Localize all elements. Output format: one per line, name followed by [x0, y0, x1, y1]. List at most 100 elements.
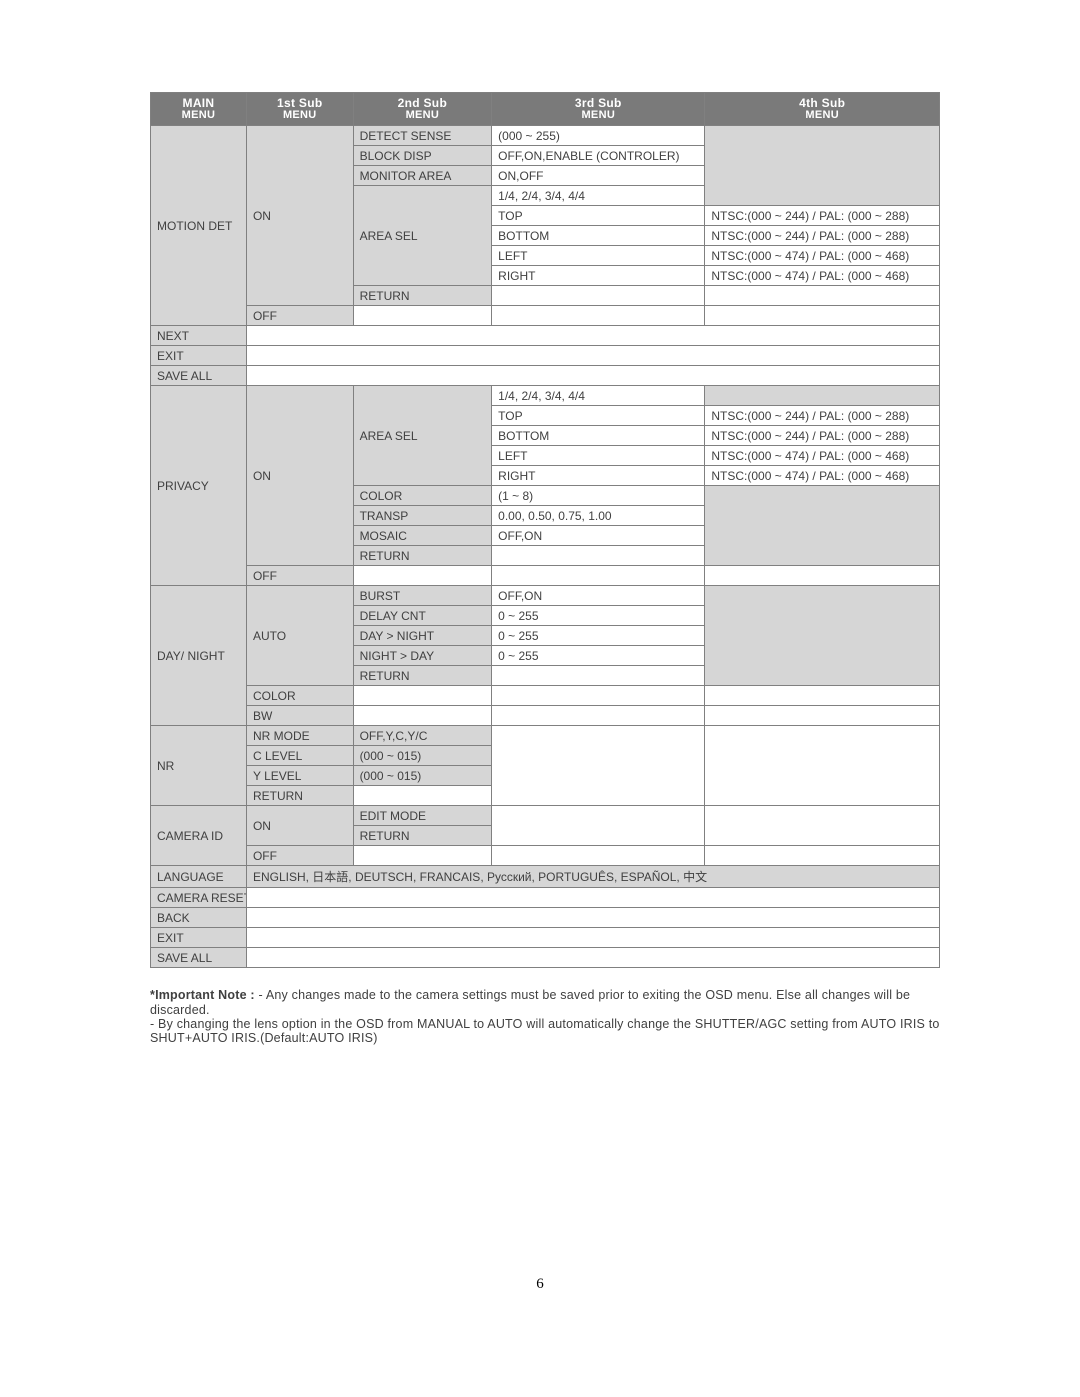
cell-priv-return: RETURN: [353, 546, 492, 566]
cell-priv-bottom: BOTTOM: [492, 426, 705, 446]
hdr-1st-a: 1st Sub: [277, 96, 322, 110]
cell-empty: [353, 846, 492, 866]
header-row: MAINMENU 1st SubMENU 2nd SubMENU 3rd Sub…: [151, 93, 940, 126]
cell-return: RETURN: [353, 286, 492, 306]
cell-priv-top-val: NTSC:(000 ~ 244) / PAL: (000 ~ 288): [705, 406, 940, 426]
table-row: PRIVACY ON AREA SEL 1/4, 2/4, 3/4, 4/4: [151, 386, 940, 406]
cell-empty: [246, 948, 939, 968]
hdr-3rd-a: 3rd Sub: [575, 96, 622, 110]
cell-empty: [353, 706, 492, 726]
cell-priv-off: OFF: [246, 566, 353, 586]
cell-daynight: DAY/ NIGHT: [151, 586, 247, 726]
cell-empty: [492, 806, 705, 846]
cell-empty: [353, 686, 492, 706]
cell-detect-sense: DETECT SENSE: [353, 126, 492, 146]
cell-empty: [246, 346, 939, 366]
cell-priv-color: COLOR: [353, 486, 492, 506]
cell-empty: [353, 786, 492, 806]
table-row: BACK: [151, 908, 940, 928]
table-row: SAVE ALL: [151, 366, 940, 386]
cell-dn-burst: BURST: [353, 586, 492, 606]
cell-next: NEXT: [151, 326, 247, 346]
cell-area-frac: 1/4, 2/4, 3/4, 4/4: [492, 186, 705, 206]
cell-camid-edit: EDIT MODE: [353, 806, 492, 826]
cell-empty: [705, 386, 940, 406]
table-row: LANGUAGE ENGLISH, 日本語, DEUTSCH, FRANCAIS…: [151, 866, 940, 888]
cell-empty: [705, 726, 940, 806]
cell-area-right-val: NTSC:(000 ~ 474) / PAL: (000 ~ 468): [705, 266, 940, 286]
cell-empty: [353, 566, 492, 586]
cell-area-bottom-val: NTSC:(000 ~ 244) / PAL: (000 ~ 288): [705, 226, 940, 246]
cell-area-left-val: NTSC:(000 ~ 474) / PAL: (000 ~ 468): [705, 246, 940, 266]
cell-priv-transp: TRANSP: [353, 506, 492, 526]
hdr-3rd-b: MENU: [494, 110, 702, 122]
hdr-4th-b: MENU: [707, 110, 937, 122]
cell-empty: [705, 286, 940, 306]
note-bold: *Important Note :: [150, 988, 255, 1002]
cell-empty: [492, 666, 705, 686]
cell-priv-bottom-val: NTSC:(000 ~ 244) / PAL: (000 ~ 288): [705, 426, 940, 446]
table-row: NR NR MODE OFF,Y,C,Y/C: [151, 726, 940, 746]
table-row: CAMERA RESET: [151, 888, 940, 908]
cell-priv-mosaic: MOSAIC: [353, 526, 492, 546]
hdr-main-b: MENU: [153, 110, 244, 122]
table-row: OFF: [151, 846, 940, 866]
cell-priv-mosaic-val: OFF,ON: [492, 526, 705, 546]
cell-empty: [492, 686, 705, 706]
cell-nr-mode-val: OFF,Y,C,Y/C: [353, 726, 492, 746]
cell-cameraid: CAMERA ID: [151, 806, 247, 866]
cell-nr: NR: [151, 726, 247, 806]
cell-empty: [705, 306, 940, 326]
cell-priv-right-val: NTSC:(000 ~ 474) / PAL: (000 ~ 468): [705, 466, 940, 486]
cell-privacy-on: ON: [246, 386, 353, 566]
cell-dn-dtn-val: 0 ~ 255: [492, 626, 705, 646]
cell-empty: [705, 586, 940, 686]
cell-empty: [705, 706, 940, 726]
cell-nr-clevel-val: (000 ~ 015): [353, 746, 492, 766]
cell-nr-clevel: C LEVEL: [246, 746, 353, 766]
table-row: DAY/ NIGHT AUTO BURST OFF,ON: [151, 586, 940, 606]
cell-saveall2: SAVE ALL: [151, 948, 247, 968]
cell-empty: [705, 806, 940, 846]
table-row: OFF: [151, 306, 940, 326]
cell-empty: [705, 846, 940, 866]
cell-dn-auto: AUTO: [246, 586, 353, 686]
table-row: EXIT: [151, 928, 940, 948]
cell-empty: [492, 846, 705, 866]
cell-empty: [492, 306, 705, 326]
cell-area-bottom: BOTTOM: [492, 226, 705, 246]
cell-dn-delay: DELAY CNT: [353, 606, 492, 626]
table-row: CAMERA ID ON EDIT MODE: [151, 806, 940, 826]
note-line1: - Any changes made to the camera setting…: [150, 988, 910, 1016]
cell-area-sel: AREA SEL: [353, 186, 492, 286]
hdr-2nd-b: MENU: [356, 110, 490, 122]
cell-dn-color: COLOR: [246, 686, 353, 706]
cell-language: LANGUAGE: [151, 866, 247, 888]
cell-camid-off: OFF: [246, 846, 353, 866]
cell-priv-left: LEFT: [492, 446, 705, 466]
cell-motion-det: MOTION DET: [151, 126, 247, 326]
cell-priv-top: TOP: [492, 406, 705, 426]
cell-area-top: TOP: [492, 206, 705, 226]
cell-nr-ylevel: Y LEVEL: [246, 766, 353, 786]
cell-dn-delay-val: 0 ~ 255: [492, 606, 705, 626]
cell-dn-return: RETURN: [353, 666, 492, 686]
cell-priv-color-val: (1 ~ 8): [492, 486, 705, 506]
cell-dn-dtn: DAY > NIGHT: [353, 626, 492, 646]
cell-empty: [492, 286, 705, 306]
cell-exit: EXIT: [151, 346, 247, 366]
note-line2: - By changing the lens option in the OSD…: [150, 1017, 940, 1045]
table-row: EXIT: [151, 346, 940, 366]
cell-area-right: RIGHT: [492, 266, 705, 286]
cell-area-left: LEFT: [492, 246, 705, 266]
table-row: COLOR: [151, 686, 940, 706]
hdr-1st-b: MENU: [249, 110, 351, 122]
hdr-main-a: MAIN: [183, 96, 215, 110]
cell-privacy: PRIVACY: [151, 386, 247, 586]
hdr-2nd-a: 2nd Sub: [398, 96, 447, 110]
cell-block-disp: BLOCK DISP: [353, 146, 492, 166]
cell-dn-ntd: NIGHT > DAY: [353, 646, 492, 666]
cell-saveall: SAVE ALL: [151, 366, 247, 386]
table-row: MOTION DET ON DETECT SENSE (000 ~ 255): [151, 126, 940, 146]
cell-motion-on: ON: [246, 126, 353, 306]
